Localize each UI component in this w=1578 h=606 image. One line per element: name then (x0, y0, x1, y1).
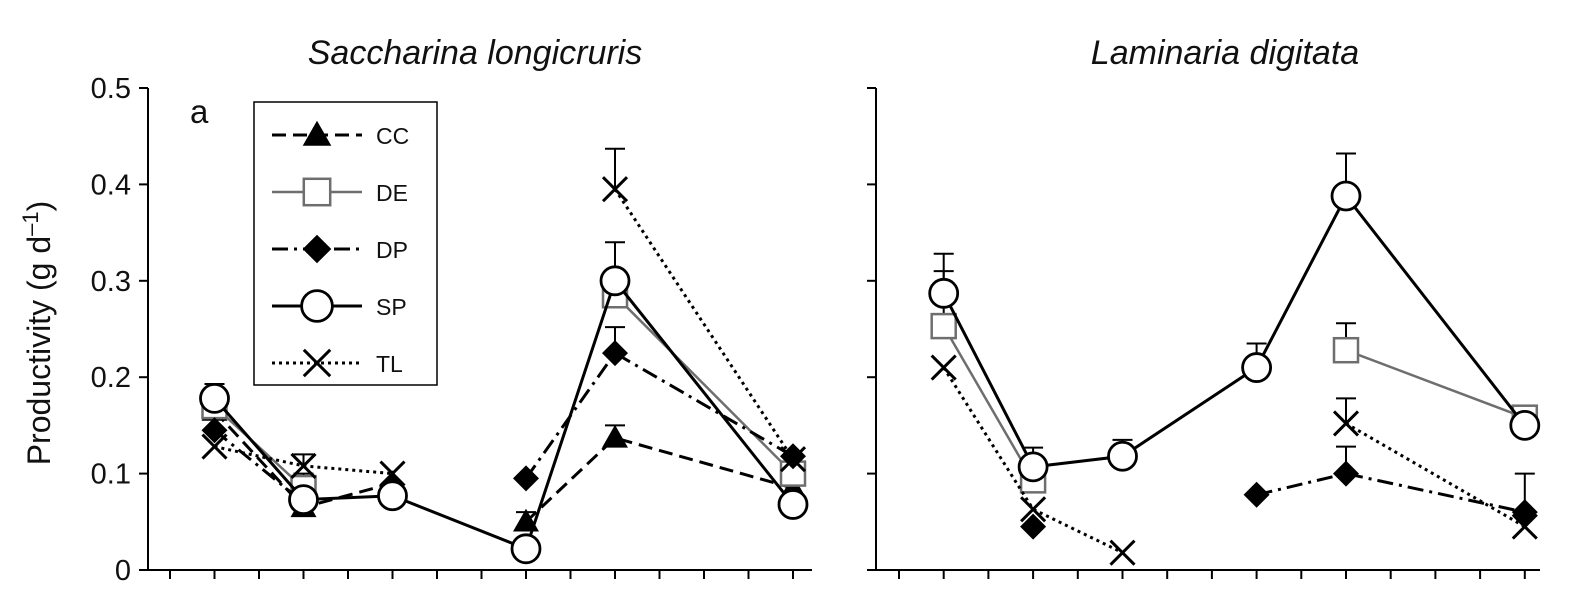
point-DP-left-1-2 (780, 443, 806, 470)
point-TL-right-0-0-stroke-b (930, 354, 957, 381)
line-TL-left-1 (613, 188, 795, 460)
line-SP-left-0 (213, 277, 795, 551)
legend-label-DE: DE (376, 180, 408, 206)
point-TL-right-1-1 (1511, 513, 1538, 540)
point-TL-right-0-1 (1020, 496, 1047, 523)
point-TL-right-0-2-stroke-b (1109, 539, 1136, 566)
legend-marker-TL-stroke-b (302, 348, 332, 378)
line-CC-left-1 (524, 436, 794, 523)
legend-label-TL: TL (376, 351, 403, 377)
legend-marker-TL (302, 348, 332, 378)
series-SP-right (928, 152, 1541, 483)
legend-label-SP: SP (376, 294, 407, 320)
point-TL-left-0-0-stroke-b (201, 433, 228, 460)
point-TL-right-1-1-stroke-b (1511, 513, 1538, 540)
point-SP-right-0-2 (1107, 440, 1138, 472)
y-axis-label-exponent: –1 (18, 211, 43, 235)
line-DP-right-1 (1256, 472, 1526, 514)
series-DP-right (1020, 445, 1538, 540)
point-DE-right-0-0 (930, 312, 957, 340)
point-TL-left-0-1-stroke-b (290, 452, 317, 479)
chart-panels: 0 0.1 0.2 0.3 0.4 0.5 (91, 73, 1541, 587)
series-TL-left (201, 147, 807, 487)
y-tick-label-3: 0.3 (91, 266, 131, 298)
point-SP-left-0-2 (377, 480, 408, 512)
legend-entry-CC: CC (272, 120, 409, 149)
panel-left: 0 0.1 0.2 0.3 0.4 0.5 (91, 73, 812, 587)
point-TL-left-0-2-stroke-b (379, 460, 406, 487)
point-DP-right-1-0 (1243, 481, 1270, 508)
legend-entry-DP: DP (272, 234, 408, 264)
legend-entry-DE: DE (272, 177, 408, 207)
point-TL-left-1-0-stroke-b (601, 176, 629, 203)
point-DP-right-1-2 (1511, 499, 1538, 526)
line-DE-right-0 (942, 325, 1035, 481)
y-tick-label-5: 0.5 (91, 73, 131, 105)
legend-label-CC: CC (376, 123, 409, 149)
y-tick-label-2: 0.2 (91, 362, 131, 394)
point-SP-right-0-0 (928, 277, 960, 309)
line-SP-right-0 (942, 193, 1526, 469)
line-DP-left-0 (213, 429, 305, 504)
line-TL-right-0 (942, 366, 1124, 554)
legend-marker-DE (302, 177, 332, 207)
point-SP-left-0-1 (288, 484, 319, 516)
point-TL-left-0-2 (379, 460, 406, 487)
point-SP-right-0-3 (1241, 352, 1272, 383)
point-DP-right-0-0 (1020, 513, 1047, 540)
line-DP-left-1 (524, 351, 794, 480)
point-TL-left-1-1 (779, 446, 807, 473)
point-DP-left-1-0 (513, 465, 539, 492)
legend-entry-SP: SP (272, 289, 407, 323)
point-TL-right-0-1-stroke-b (1020, 496, 1047, 523)
series-SP-left (199, 241, 809, 565)
point-CC-left-1-1 (602, 424, 628, 448)
point-TL-left-1-1-stroke-b (779, 446, 807, 473)
point-TL-right-1-0-stroke-b (1332, 410, 1360, 437)
y-axis-label-main: Productivity (g d (21, 236, 57, 465)
y-axis-label: Productivity (g d–1) (18, 201, 57, 466)
point-SP-left-0-5 (777, 489, 809, 520)
point-TL-left-0-1 (290, 452, 317, 479)
line-TL-right-1 (1345, 422, 1526, 528)
point-TL-right-0-0 (930, 354, 957, 381)
panel-title-right: Laminaria digitata (1091, 34, 1359, 72)
legend-box (253, 101, 438, 386)
point-DE-right-1-0 (1332, 336, 1360, 364)
line-DE-right-1 (1345, 349, 1526, 419)
y-tick-label-0: 0 (115, 555, 131, 587)
legend-marker-DP (302, 234, 332, 264)
point-TL-right-0-2 (1109, 539, 1136, 566)
y-tick-label-1: 0.1 (91, 459, 131, 491)
panel-right (867, 87, 1541, 579)
point-SP-left-0-0 (199, 383, 230, 414)
point-SP-left-0-3 (510, 533, 542, 565)
point-SP-right-0-4 (1330, 180, 1362, 212)
point-TL-right-1-0 (1332, 410, 1360, 437)
point-DP-left-1-1 (602, 340, 628, 367)
panel-title-left: Saccharina longicruris (308, 34, 643, 72)
point-TL-left-1-0 (601, 176, 629, 203)
point-TL-left-0-0 (201, 433, 228, 460)
line-DE-left-1 (614, 294, 794, 475)
legend-marker-CC (302, 120, 332, 146)
point-SP-right-0-5 (1509, 409, 1541, 441)
point-SP-left-0-4 (599, 265, 631, 297)
legend-label-DP: DP (376, 237, 408, 263)
point-SP-right-0-1 (1017, 451, 1049, 483)
series-TL-right (930, 354, 1538, 566)
point-DP-left-0-0 (201, 417, 228, 444)
legend: CC DE DP SP TL (253, 101, 438, 386)
y-axis-label-close: ) (21, 201, 57, 212)
panel-label-a: a (190, 93, 209, 130)
y-tick-label-4: 0.4 (91, 169, 131, 201)
point-DP-right-1-1 (1333, 460, 1359, 487)
legend-marker-SP (300, 289, 334, 323)
legend-entry-TL: TL (272, 348, 403, 378)
